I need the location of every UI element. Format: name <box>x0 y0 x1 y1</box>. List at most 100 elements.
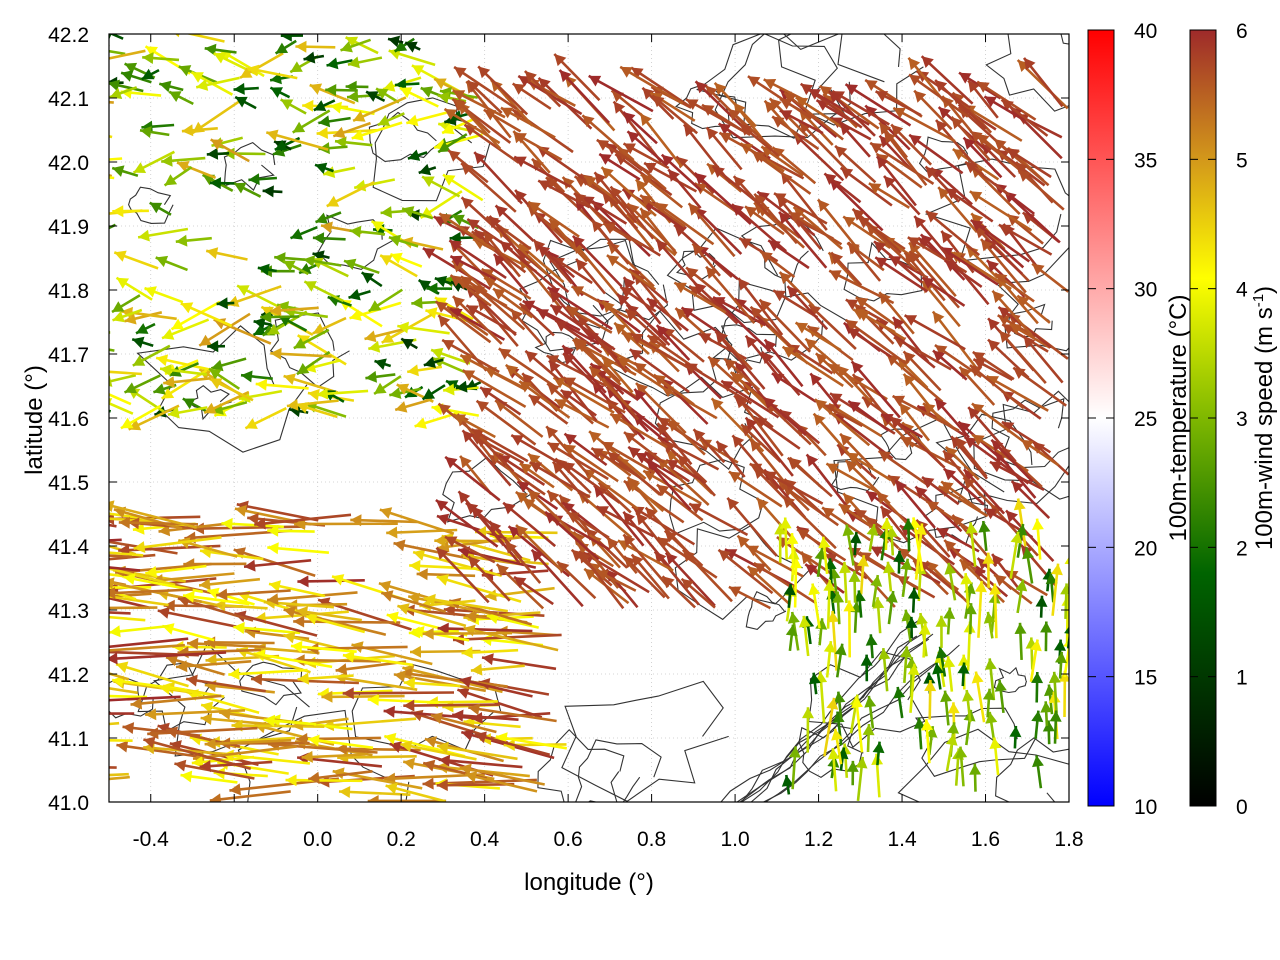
wind-arrow <box>660 153 702 192</box>
wind-arrow <box>732 175 771 217</box>
wind-arrow <box>421 384 446 401</box>
wind-arrow <box>368 288 404 313</box>
wind-arrow <box>401 206 434 220</box>
wind-arrow <box>159 364 208 376</box>
wind-arrow <box>367 795 447 802</box>
y-tick-label: 42.0 <box>48 152 89 175</box>
wind-arrow <box>874 90 922 117</box>
wind-arrow <box>565 306 613 334</box>
wind-arrow <box>467 555 511 602</box>
wind-arrow <box>109 398 134 415</box>
x-tick-label: -0.2 <box>216 828 252 851</box>
wind-arrow <box>474 731 551 757</box>
wind-arrow <box>846 451 892 482</box>
wind-arrow <box>893 686 906 719</box>
colorbar-tick-label: 10 <box>1134 796 1157 819</box>
wind-arrow <box>216 588 291 601</box>
wind-arrow <box>265 129 329 151</box>
wind-arrow <box>913 717 926 750</box>
wind-arrow <box>694 80 746 131</box>
contour-line <box>537 729 625 802</box>
wind-arrow <box>788 456 824 490</box>
wind-arrow <box>940 690 952 726</box>
wind-arrow <box>473 151 523 205</box>
wind-arrow <box>233 82 259 95</box>
wind-arrow <box>595 505 655 538</box>
wind-arrow <box>527 452 574 492</box>
wind-arrow <box>109 79 144 93</box>
wind-arrow <box>804 563 845 594</box>
wind-arrow <box>994 679 1007 714</box>
wind-arrow <box>640 173 684 209</box>
wind-arrow <box>497 453 546 486</box>
wind-arrow <box>161 369 208 400</box>
wind-arrow <box>885 525 898 556</box>
wind-arrow <box>158 80 184 93</box>
contour-line <box>993 666 1028 694</box>
wind-arrow <box>270 347 332 360</box>
wind-arrow <box>465 304 517 335</box>
wind-arrow <box>315 211 342 224</box>
wind-arrow <box>969 364 1025 410</box>
x-tick-label: 1.6 <box>971 828 1000 851</box>
wind-arrow <box>808 672 821 695</box>
wind-arrow <box>303 255 342 267</box>
wind-arrow <box>846 760 859 786</box>
wind-arrow <box>216 297 235 310</box>
wind-arrow <box>175 660 252 673</box>
wind-arrow <box>957 662 970 687</box>
wind-arrow <box>630 553 670 600</box>
wind-arrow <box>537 179 591 209</box>
wind-arrow <box>606 254 657 291</box>
wind-arrow <box>379 507 455 535</box>
wind-arrow <box>821 506 871 542</box>
wind-arrow <box>760 350 801 397</box>
wind-arrow <box>296 606 362 622</box>
wind-arrow <box>365 370 396 383</box>
x-tick-label: 1.2 <box>804 828 833 851</box>
wind-arrow <box>325 84 358 96</box>
wind-arrow <box>483 276 523 302</box>
wind-arrow <box>781 345 844 387</box>
wind-arrow <box>830 251 863 287</box>
wind-arrow <box>905 616 918 639</box>
wind-arrow <box>515 490 551 518</box>
wind-arrow <box>332 121 371 139</box>
wind-arrow <box>991 289 1033 336</box>
wind-arrow <box>318 115 351 128</box>
wind-arrow <box>109 370 142 376</box>
wind-arrow <box>962 689 974 723</box>
wind-arrow <box>528 393 569 425</box>
wind-arrow <box>109 694 148 699</box>
wind-arrow <box>338 786 411 798</box>
wind-arrow <box>944 562 957 601</box>
wind-arrow <box>680 577 716 609</box>
wind-arrow <box>598 152 641 181</box>
y-tick-label: 42.1 <box>48 88 89 111</box>
wind-arrow <box>843 600 856 658</box>
wind-arrow <box>783 583 796 608</box>
wind-arrow <box>816 198 860 251</box>
wind-arrow <box>972 358 1013 382</box>
wind-arrow <box>685 98 751 137</box>
wind-arrow <box>590 219 630 265</box>
wind-arrow <box>441 117 476 135</box>
wind-arrow <box>109 596 151 610</box>
wind-arrow <box>109 551 144 557</box>
wind-arrow <box>447 149 489 184</box>
wind-arrow <box>989 460 1045 492</box>
wind-arrow <box>663 529 704 567</box>
wind-arrow <box>596 138 651 175</box>
wind-arrow <box>253 317 272 330</box>
wind-arrow <box>749 438 790 488</box>
y-tick-label: 41.8 <box>48 280 89 303</box>
wind-arrow <box>243 559 312 572</box>
wind-arrow <box>633 361 679 395</box>
wind-arrow <box>1006 147 1052 179</box>
wind-arrow <box>109 157 123 161</box>
wind-arrow <box>247 64 298 80</box>
wind-arrow <box>451 295 503 345</box>
wind-arrow <box>626 130 668 167</box>
wind-arrow <box>1031 671 1044 703</box>
